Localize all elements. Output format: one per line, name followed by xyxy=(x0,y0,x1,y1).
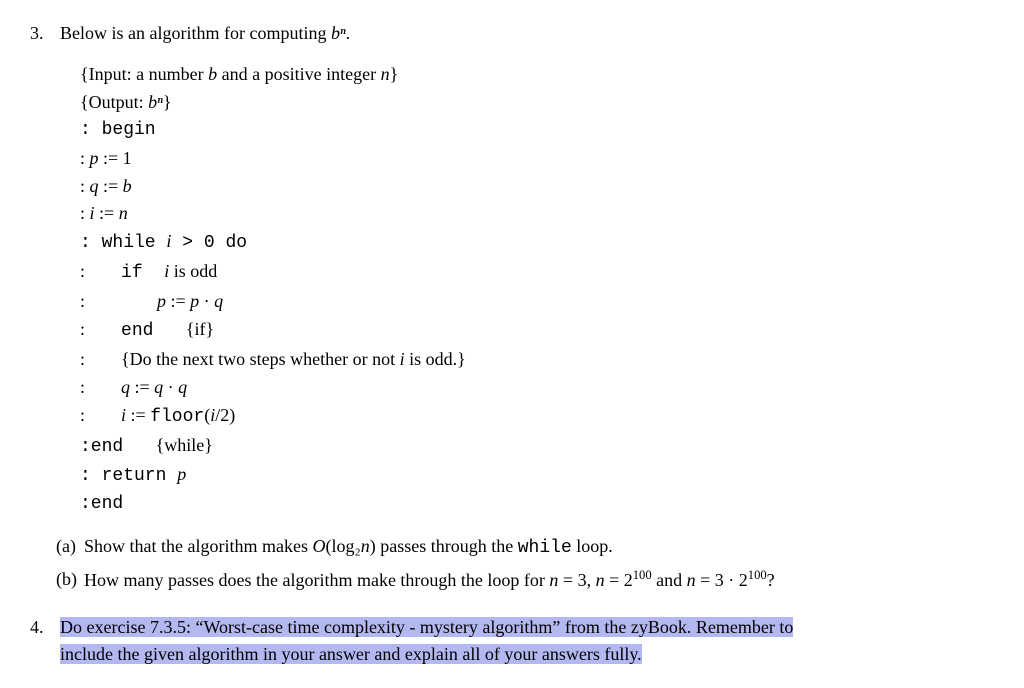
t: : xyxy=(80,148,90,168)
algo-output: {Output: bⁿ} xyxy=(80,89,994,117)
t: p xyxy=(157,291,166,311)
t: p xyxy=(90,148,99,168)
prompt-bn: bⁿ xyxy=(331,23,346,43)
t: n xyxy=(361,536,370,556)
problem-3-header: 3. Below is an algorithm for computing b… xyxy=(30,20,994,47)
algo-while: : while i > 0 do xyxy=(80,228,994,258)
t: ? xyxy=(767,570,775,590)
t: floor xyxy=(150,407,204,427)
problem-4: 4. Do exercise 7.3.5: “Worst-case time c… xyxy=(30,614,994,668)
problem-4-number: 4. xyxy=(30,614,60,668)
problem-3-number: 3. xyxy=(30,20,60,47)
t: if xyxy=(121,263,164,283)
t: b xyxy=(208,64,217,84)
t: loop. xyxy=(572,536,613,556)
t: O xyxy=(312,536,325,556)
problem-4-body: Do exercise 7.3.5: “Worst-case time comp… xyxy=(60,614,994,668)
t: p xyxy=(190,291,199,311)
algo-p: : p := 1 xyxy=(80,145,994,173)
part-b-label: (b) xyxy=(56,566,84,594)
t: = 2 xyxy=(605,570,633,590)
t: 100 xyxy=(748,568,767,582)
algo-endif: :end {if} xyxy=(80,316,994,346)
t: Show that the algorithm makes xyxy=(84,536,312,556)
t: and a positive integer xyxy=(217,64,380,84)
t: {if} xyxy=(186,319,214,339)
t: : return xyxy=(80,466,177,486)
problem-3-prompt: Below is an algorithm for computing bⁿ. xyxy=(60,20,994,47)
t: n xyxy=(596,570,605,590)
t: is odd.} xyxy=(405,349,466,369)
algo-comment: :{Do the next two steps whether or not i… xyxy=(80,346,994,374)
t: n xyxy=(381,64,390,84)
t: = 3 · 2 xyxy=(696,570,748,590)
part-a-text: Show that the algorithm makes O(log₂n) p… xyxy=(84,533,994,562)
t: bⁿ xyxy=(148,92,163,112)
t: := xyxy=(130,377,154,397)
t: = 3, xyxy=(558,570,595,590)
t: {while} xyxy=(156,435,213,455)
t: q xyxy=(154,377,163,397)
t: end xyxy=(121,321,186,341)
t: How many passes does the algorithm make … xyxy=(84,570,549,590)
algo-input: {Input: a number b and a positive intege… xyxy=(80,61,994,89)
t: } xyxy=(163,92,172,112)
t: p xyxy=(177,464,186,484)
algo-if: :if i is odd xyxy=(80,258,994,288)
t: ) passes through the xyxy=(370,536,518,556)
t: {Input: a number xyxy=(80,64,208,84)
t: q xyxy=(121,377,130,397)
t: := xyxy=(126,405,150,425)
problem-3: 3. Below is an algorithm for computing b… xyxy=(30,20,994,594)
t: {Do the next two steps whether or not xyxy=(121,349,400,369)
t: {Output: xyxy=(80,92,148,112)
t: q xyxy=(90,176,99,196)
t: := xyxy=(99,176,123,196)
algo-i: : i := n xyxy=(80,200,994,228)
t: > 0 do xyxy=(171,233,247,253)
part-b: (b) How many passes does the algorithm m… xyxy=(56,566,994,594)
t: q xyxy=(178,377,187,397)
part-b-text: How many passes does the algorithm make … xyxy=(84,566,994,594)
t: b xyxy=(123,176,132,196)
t: (log₂ xyxy=(325,536,360,556)
highlighted-line-2: include the given algorithm in your answ… xyxy=(60,644,642,664)
algo-p-update: :p := p · q xyxy=(80,288,994,316)
t: := xyxy=(166,291,190,311)
t: :end xyxy=(80,437,156,457)
t: := 1 xyxy=(99,148,132,168)
t: · xyxy=(199,291,214,311)
algo-return: : return p xyxy=(80,461,994,491)
algorithm-block: {Input: a number b and a positive intege… xyxy=(80,61,994,519)
t: while xyxy=(518,538,572,558)
algo-begin: : begin xyxy=(80,117,994,145)
t: 100 xyxy=(633,568,652,582)
prompt-post: . xyxy=(346,23,351,43)
t: : while xyxy=(80,233,166,253)
t: := xyxy=(95,203,119,223)
prompt-pre: Below is an algorithm for computing xyxy=(60,23,331,43)
t: n xyxy=(687,570,696,590)
algo-q-update: :q := q · q xyxy=(80,374,994,402)
t: n xyxy=(119,203,128,223)
t: /2) xyxy=(215,405,235,425)
algo-endwhile: :end {while} xyxy=(80,432,994,462)
algo-q: : q := b xyxy=(80,173,994,201)
algo-end: :end xyxy=(80,491,994,519)
t: : xyxy=(80,176,90,196)
t: is odd xyxy=(169,261,217,281)
t: · xyxy=(163,377,178,397)
t: } xyxy=(390,64,399,84)
part-a-label: (a) xyxy=(56,533,84,562)
algo-i-update: :i := floor(i/2) xyxy=(80,402,994,432)
t: and xyxy=(652,570,687,590)
highlighted-line-1: Do exercise 7.3.5: “Worst-case time comp… xyxy=(60,617,793,637)
part-a: (a) Show that the algorithm makes O(log₂… xyxy=(56,533,994,562)
t: q xyxy=(214,291,223,311)
t: : xyxy=(80,203,90,223)
problem-3-parts: (a) Show that the algorithm makes O(log₂… xyxy=(56,533,994,594)
